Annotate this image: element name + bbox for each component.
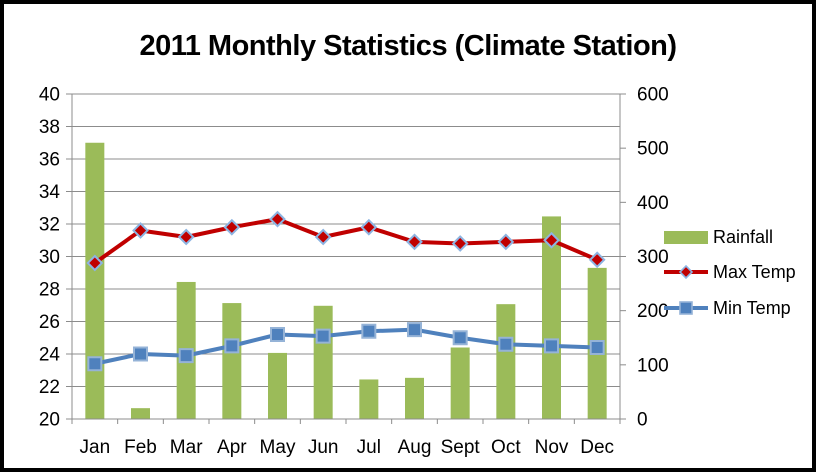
max-temp-point-jul[interactable] (360, 218, 378, 236)
x-axis-label-mar: Mar (170, 437, 203, 458)
rainfall-bar-aug[interactable] (405, 377, 424, 419)
max-temp-point-jan[interactable] (86, 254, 104, 272)
gridlines (72, 93, 620, 420)
legend-label-min-temp: Min Temp (713, 297, 791, 318)
min-temp-point-sept[interactable] (452, 330, 468, 346)
x-axis-label-jan: Jan (80, 437, 111, 458)
min-temp-point-dec[interactable] (589, 340, 605, 355)
min-temp-point-jun[interactable] (315, 328, 331, 344)
x-axis-label-may: May (260, 437, 296, 458)
rainfall-bar-may[interactable] (268, 352, 287, 419)
max-temp-line-icon (664, 264, 708, 280)
rainfall-bar-oct[interactable] (496, 304, 516, 419)
chart-area[interactable]: 20 22 24 26 28 30 32 34 36 38 40 0 100 200 300 400 500 60… (4, 4, 812, 468)
min-temp-line-series[interactable] (87, 322, 605, 372)
chart-plot-svg: 2022242628303234363840010020030040050060… (39, 85, 669, 459)
min-temp-point-mar[interactable] (178, 348, 194, 364)
right-axis-tick-label: 500 (637, 139, 669, 160)
max-temp-point-aug[interactable] (406, 233, 423, 251)
min-temp-line-icon (664, 301, 708, 315)
min-temp-point-nov[interactable] (544, 338, 559, 354)
left-axis-tick-label: 40 (39, 85, 60, 106)
rainfall-bar-jun[interactable] (313, 305, 333, 419)
max-temp-point-sept[interactable] (451, 235, 469, 252)
x-axis-label-jun: Jun (308, 437, 339, 458)
max-temp-point-apr[interactable] (223, 218, 241, 236)
legend-item-rainfall[interactable]: Rainfall (664, 226, 774, 247)
left-axis-tick-label: 24 (39, 345, 61, 366)
min-temp-point-jan[interactable] (87, 356, 103, 372)
rainfall-bars[interactable] (85, 142, 607, 420)
max-temp-point-feb[interactable] (132, 222, 149, 239)
right-axis-tick-label: 300 (637, 247, 669, 268)
right-axis-tick-label: 0 (637, 410, 648, 431)
rainfall-bar-jul[interactable] (359, 379, 379, 419)
max-temp-point-oct[interactable] (497, 233, 515, 251)
max-temp-point-nov[interactable] (543, 231, 560, 249)
max-temp-line-series[interactable] (86, 210, 606, 272)
left-axis-tick-label: 28 (39, 280, 60, 301)
x-axis-label-nov: Nov (535, 437, 569, 458)
x-axis-label-feb: Feb (124, 437, 157, 458)
max-temp-point-may[interactable] (269, 210, 286, 228)
axes (66, 93, 626, 424)
legend-label-rainfall: Rainfall (713, 226, 774, 247)
legend-label-max-temp: Max Temp (713, 261, 796, 282)
left-axis-tick-label: 30 (39, 247, 60, 268)
min-temp-point-feb[interactable] (133, 346, 148, 362)
min-temp-point-aug[interactable] (407, 322, 422, 338)
rainfall-bar-feb[interactable] (131, 408, 150, 419)
rainfall-bar-sept[interactable] (450, 347, 470, 420)
x-axis-label-sept: Sept (441, 437, 481, 458)
max-temp-point-mar[interactable] (177, 228, 195, 246)
x-axis-label-apr: Apr (217, 437, 247, 458)
right-axis-tick-label: 200 (637, 301, 669, 322)
left-axis-tick-label: 32 (39, 215, 60, 236)
left-axis-tick-label: 34 (39, 182, 61, 203)
legend-item-max-temp[interactable]: Max Temp (664, 261, 796, 282)
max-temp-point-jun[interactable] (314, 228, 332, 246)
min-temp-point-may[interactable] (270, 327, 285, 342)
min-temp-point-apr[interactable] (224, 338, 240, 354)
x-axis-label-aug: Aug (398, 437, 432, 458)
left-axis-tick-label: 36 (39, 150, 60, 171)
x-axis-label-jul: Jul (357, 437, 381, 458)
left-axis-tick-label: 20 (39, 410, 60, 431)
rainfall-bar-jan[interactable] (85, 142, 105, 419)
max-temp-point-dec[interactable] (588, 251, 606, 269)
right-axis-tick-label: 600 (637, 85, 669, 106)
left-axis-tick-label: 26 (39, 312, 60, 333)
rainfall-bar-nov[interactable] (542, 216, 561, 419)
legend-item-min-temp[interactable]: Min Temp (664, 297, 791, 318)
x-axis-label-oct: Oct (491, 437, 521, 458)
rainfall-swatch-icon (664, 230, 708, 244)
axis-labels: 2022242628303234363840010020030040050060… (39, 85, 669, 459)
rainfall-bar-apr[interactable] (222, 303, 242, 419)
min-temp-point-oct[interactable] (498, 336, 514, 352)
min-temp-point-jul[interactable] (361, 323, 377, 339)
left-axis-tick-label: 22 (39, 377, 60, 398)
left-axis-tick-label: 38 (39, 117, 60, 138)
chart-title: 2011 Monthly Statistics (Climate Station… (139, 30, 677, 62)
right-axis-tick-label: 100 (637, 355, 669, 376)
x-axis-label-dec: Dec (580, 437, 614, 458)
right-axis-tick-label: 400 (637, 193, 669, 214)
